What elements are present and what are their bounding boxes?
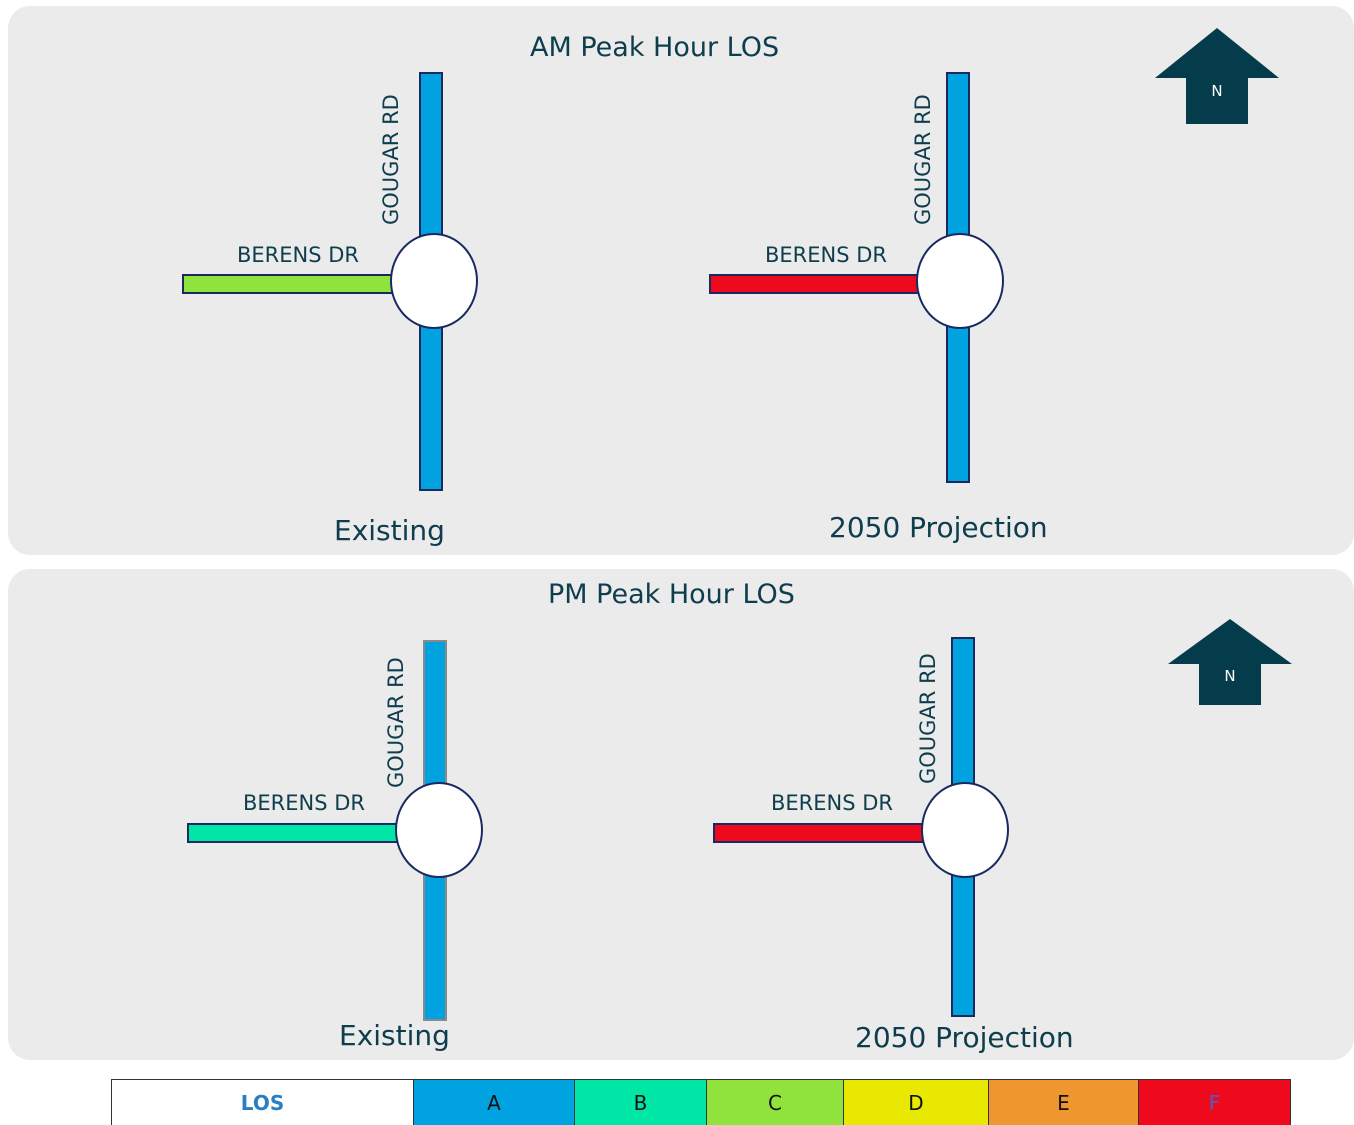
pm-projection-gougar-label: GOUGAR RD: [916, 653, 940, 784]
am-projection-berens-label: BERENS DR: [765, 243, 888, 267]
am-existing-caption: Existing: [334, 514, 445, 547]
legend-header: LOS: [112, 1080, 413, 1125]
pm-existing-berens-label: BERENS DR: [243, 791, 366, 815]
pm-north-label: N: [1224, 667, 1235, 685]
pm-projection-caption: 2050 Projection: [855, 1021, 1074, 1054]
pm-projection-roundabout: [921, 782, 1009, 878]
pm-projection-berens-label: BERENS DR: [771, 791, 894, 815]
am-existing-gougar-label: GOUGAR RD: [379, 94, 403, 225]
legend-level-b: B: [574, 1080, 706, 1125]
legend-level-d: D: [843, 1080, 988, 1125]
pm-panel: [8, 569, 1354, 1060]
am-projection-gougar-label: GOUGAR RD: [911, 94, 935, 225]
pm-existing-caption: Existing: [339, 1019, 450, 1052]
pm-panel-title: PM Peak Hour LOS: [548, 579, 795, 610]
legend-level-c: C: [706, 1080, 843, 1125]
am-projection-caption: 2050 Projection: [829, 511, 1048, 544]
pm-north-arrow-shape: [1168, 619, 1292, 705]
am-projection-roundabout: [916, 233, 1004, 329]
pm-existing-roundabout: [395, 782, 483, 878]
am-north-label: N: [1211, 82, 1222, 100]
pm-projection-berens-road: [713, 823, 935, 843]
am-existing-berens-road: [182, 274, 404, 294]
los-legend: LOS A B C D E F: [111, 1079, 1291, 1125]
am-projection-berens-road: [709, 274, 931, 294]
pm-north-arrow-icon: N: [1168, 619, 1292, 705]
legend-level-e: E: [988, 1080, 1138, 1125]
pm-existing-gougar-label: GOUGAR RD: [384, 657, 408, 788]
legend-level-a: A: [413, 1080, 574, 1125]
am-existing-berens-label: BERENS DR: [237, 243, 360, 267]
am-panel-title: AM Peak Hour LOS: [530, 32, 780, 63]
pm-existing-berens-road: [187, 823, 409, 843]
am-north-arrow-shape: [1155, 28, 1279, 124]
legend-level-f: F: [1138, 1080, 1290, 1125]
am-existing-roundabout: [390, 233, 478, 329]
am-north-arrow-icon: N: [1155, 28, 1279, 124]
